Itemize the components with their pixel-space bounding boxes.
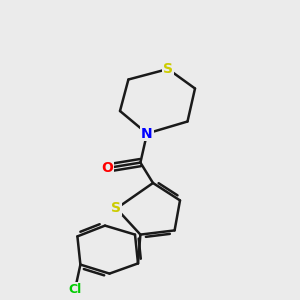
Text: S: S xyxy=(163,62,173,76)
Text: N: N xyxy=(141,127,153,140)
Text: S: S xyxy=(111,202,122,215)
Text: O: O xyxy=(101,161,113,175)
Text: Cl: Cl xyxy=(68,283,82,296)
